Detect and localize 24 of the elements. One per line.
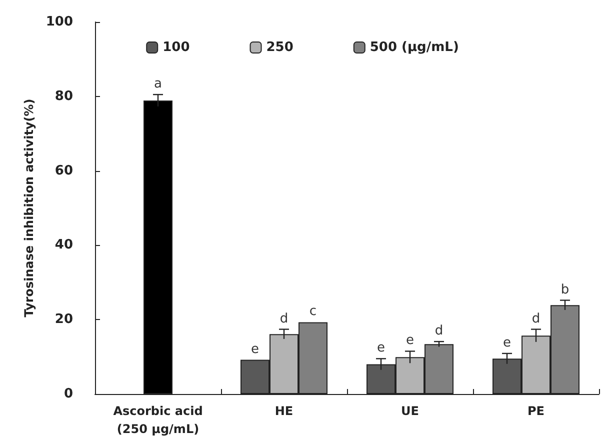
data-label: d [280,311,288,326]
data-label: d [434,324,444,339]
legend-label: 500 (µg/mL) [370,40,459,55]
y-tick-label: 100 [46,14,73,30]
data-label: e [377,340,385,356]
data-label: d [532,311,540,326]
legend-label: 100 [162,40,190,55]
legend-label: 250 [266,40,294,55]
data-label: a [154,76,162,92]
x-tick-label: HE [274,404,294,418]
data-label: b [560,282,570,298]
x-tick-label: PE [528,404,544,418]
x-tick-label: Ascorbic acid (250 µg/mL) [113,404,203,436]
data-label: e [503,335,511,350]
data-label: c [309,304,317,320]
y-tick-label: 20 [54,312,73,328]
data-label: e [251,342,259,357]
data-label: e [406,333,414,348]
x-tick-label: UE [401,404,419,418]
y-tick-label: 60 [54,163,73,178]
y-tick-label: 40 [54,238,73,253]
y-axis-title: Tyrosinase inhibition activity(%) [22,98,36,318]
y-tick-label: 80 [54,88,73,104]
y-tick-label: 0 [64,386,73,402]
